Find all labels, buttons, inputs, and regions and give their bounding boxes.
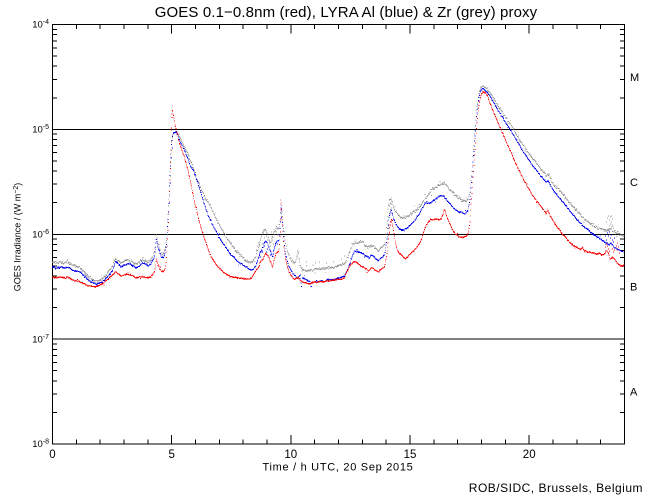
svg-text:Time / h UTC, 20 Sep 2015: Time / h UTC, 20 Sep 2015 [263,462,414,474]
svg-text:10: 10 [284,449,297,461]
svg-text:ROB/SIDC, Brussels, Belgium: ROB/SIDC, Brussels, Belgium [469,481,643,495]
svg-text:GOES Irradiance / (W m−2): GOES Irradiance / (W m−2) [13,183,23,292]
svg-text:0: 0 [49,449,55,461]
svg-text:10-8: 10-8 [32,439,49,451]
svg-text:M: M [630,72,639,84]
svg-text:C: C [630,177,638,189]
svg-text:10-5: 10-5 [32,124,49,136]
svg-text:20: 20 [523,449,536,461]
svg-text:15: 15 [404,449,417,461]
svg-text:GOES 0.1−0.8nm (red), LYRA Al: GOES 0.1−0.8nm (red), LYRA Al (blue) & Z… [155,4,538,21]
svg-text:5: 5 [168,449,174,461]
svg-text:10-4: 10-4 [32,19,49,31]
svg-text:10-6: 10-6 [32,229,49,241]
svg-text:A: A [630,387,638,399]
svg-text:10-7: 10-7 [32,334,49,346]
svg-text:B: B [630,282,637,294]
